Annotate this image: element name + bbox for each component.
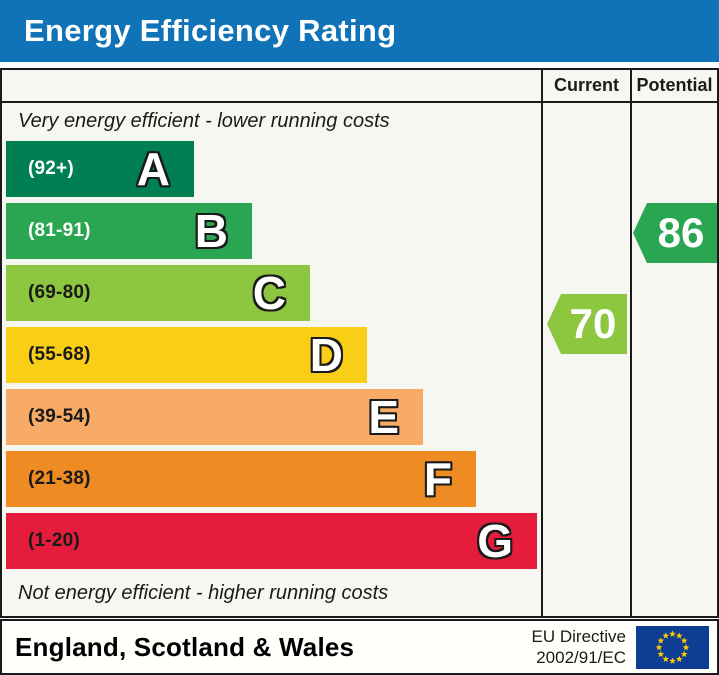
footer-bar: England, Scotland & Wales EU Directive 2…	[0, 619, 719, 675]
band-letter: C	[252, 267, 286, 319]
band-range-label: (1-20)	[28, 530, 80, 551]
title-bar: Energy Efficiency Rating	[0, 0, 719, 62]
band-letter: E	[368, 391, 399, 443]
current-rating-badge: 70	[547, 294, 627, 354]
current-column-header: Current	[541, 70, 630, 101]
band-row-e: (39-54) E	[6, 389, 423, 445]
potential-rating-column: 86	[630, 103, 717, 616]
band-row-f: (21-38) F	[6, 451, 476, 507]
current-rating-column: 70	[541, 103, 630, 616]
band-range-label: (55-68)	[28, 344, 91, 365]
band-letter: A	[136, 143, 170, 195]
potential-rating-value: 86	[657, 209, 705, 256]
band-range-label: (81-91)	[28, 220, 91, 241]
table-body: Very energy efficient - lower running co…	[2, 103, 717, 616]
band-letter: D	[309, 329, 343, 381]
bottom-note: Not energy efficient - higher running co…	[18, 582, 389, 604]
band-row-g: (1-20) G	[6, 513, 537, 569]
eu-flag-icon	[636, 625, 709, 669]
band-range-label: (39-54)	[28, 406, 91, 427]
top-note: Very energy efficient - lower running co…	[18, 110, 390, 132]
eu-directive-line2: 2002/91/EC	[536, 648, 626, 667]
band-letter: B	[194, 205, 228, 257]
current-rating-value: 70	[569, 300, 617, 347]
band-range-label: (69-80)	[28, 282, 91, 303]
header-spacer-cell	[2, 70, 541, 101]
eu-directive-line1: EU Directive	[531, 626, 626, 646]
page-title: Energy Efficiency Rating	[24, 13, 397, 48]
band-row-a: (92+) A	[6, 141, 194, 197]
potential-rating-badge: 86	[633, 203, 717, 263]
band-row-c: (69-80) C	[6, 265, 310, 321]
band-letter: G	[477, 515, 513, 567]
band-range-label: (21-38)	[28, 468, 91, 489]
table-header-row: Current Potential	[2, 70, 717, 103]
band-letter: F	[423, 453, 452, 505]
potential-column-header: Potential	[630, 70, 717, 101]
eu-directive-label: EU Directive 2002/91/EC	[532, 626, 626, 669]
band-row-b: (81-91) B	[6, 203, 252, 259]
band-chart-area: Very energy efficient - lower running co…	[2, 103, 541, 616]
band-list: (92+) A (81-91) B (69-80) C (55-68) D (3…	[6, 141, 537, 569]
rating-table: Current Potential Very energy efficient …	[0, 68, 719, 618]
band-row-d: (55-68) D	[6, 327, 367, 383]
band-range-label: (92+)	[28, 158, 74, 179]
region-label: England, Scotland & Wales	[15, 631, 355, 662]
